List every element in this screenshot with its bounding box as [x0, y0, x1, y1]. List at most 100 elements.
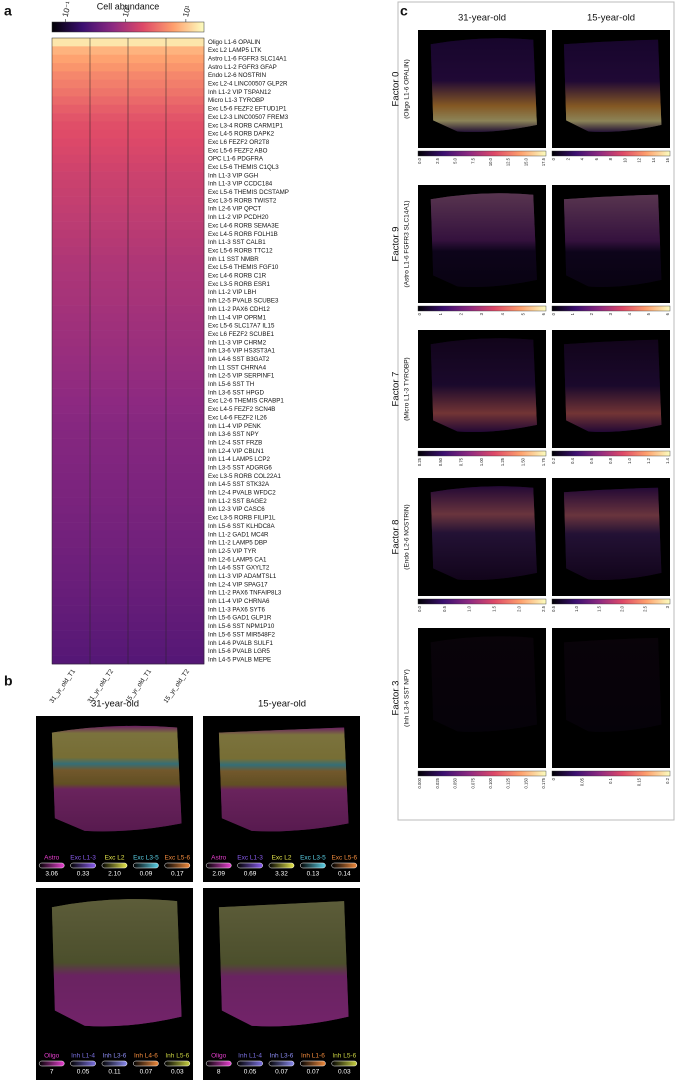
heatmap-cell — [90, 121, 129, 131]
row-label: Inh L2-4 VIP CBLN1 — [208, 448, 265, 455]
heatmap-cell — [90, 530, 129, 540]
heatmap-cell — [52, 280, 91, 289]
heatmap-cell — [166, 280, 205, 289]
heatmap-cell — [166, 488, 205, 498]
colorbar-tick-label: 1 — [438, 312, 443, 315]
colorbar-title: Cell abundance — [97, 1, 160, 11]
heatmap-cell — [166, 163, 205, 172]
row-label: Inh L5-6 GAD1 GLP1R — [208, 615, 272, 622]
heatmap-cell — [90, 563, 129, 573]
heatmap-cell — [52, 563, 91, 573]
heatmap-cell — [166, 446, 205, 456]
heatmap-cell — [166, 497, 205, 506]
heatmap-cell — [128, 380, 167, 389]
heatmap-cell — [166, 613, 205, 623]
legend-colorbar — [300, 862, 326, 869]
legend-label: Astro — [44, 855, 60, 862]
legend-value: 0.13 — [307, 871, 320, 878]
heatmap-cell — [90, 79, 129, 89]
heatmap-cell — [128, 321, 167, 331]
row-label: Inh L5-6 SST TH — [208, 381, 254, 388]
heatmap-cell — [166, 413, 205, 423]
colorbar-tick-label: 0.8 — [608, 457, 613, 463]
row-label: Exc L2 LAMP5 LTK — [208, 47, 262, 54]
heatmap-cell — [90, 129, 129, 139]
legend-colorbar — [38, 1060, 65, 1067]
colorbar-tick-label: 0 — [551, 157, 556, 160]
heatmap-cell — [128, 238, 167, 247]
heatmap-cell — [52, 588, 91, 598]
heatmap-cell — [128, 446, 167, 456]
row-label: Exc L3-5 RORB TWIST2 — [208, 197, 277, 204]
colorbar-tick-label: 2 — [589, 312, 594, 315]
heatmap-cell — [52, 288, 91, 298]
row-label: Inh L5-6 SST NPM1P10 — [208, 623, 275, 630]
heatmap-cell — [90, 513, 129, 523]
heatmap-cell — [166, 588, 205, 598]
heatmap-cell — [166, 597, 205, 606]
heatmap-cell — [166, 346, 205, 356]
heatmap-cell — [90, 480, 129, 490]
heatmap-cell — [90, 547, 129, 556]
legend-value: 0.03 — [338, 1069, 351, 1076]
heatmap-cell — [52, 463, 91, 473]
legend-label: Astro — [211, 855, 227, 862]
colorbar-tick-label: 14 — [651, 157, 656, 162]
row-label: Inh L1-2 VIP PCDH20 — [208, 214, 269, 221]
heatmap-cell — [128, 113, 167, 122]
heatmap-cell — [166, 321, 205, 331]
legend-colorbar — [237, 1060, 263, 1067]
legend-value: 0.07 — [140, 1069, 153, 1076]
heatmap-cell — [52, 363, 91, 373]
heatmap-cell — [128, 371, 167, 381]
heatmap-cell — [166, 229, 205, 239]
heatmap-cell — [52, 71, 91, 81]
heatmap-cell — [52, 296, 91, 306]
colorbar-tick-label: 1.75 — [541, 457, 546, 466]
heatmap-frame — [51, 37, 205, 665]
colorbar-tick-label: 10 — [622, 157, 627, 162]
heatmap-cell — [166, 371, 205, 381]
heatmap-cell — [90, 38, 129, 47]
heatmap-cell — [90, 638, 129, 648]
heatmap-cell — [90, 54, 129, 64]
colorbar-tick-label: 1.0 — [574, 605, 579, 611]
row-label: Inh L1-3 VIP GGH — [208, 172, 258, 179]
heatmap-cell — [128, 188, 167, 197]
row-label: Inh L5-6 PVALB LGR5 — [208, 648, 270, 655]
heatmap-cell — [52, 413, 91, 423]
legend-value: 0.14 — [338, 871, 351, 878]
heatmap-cell — [166, 38, 205, 47]
legend-value: 3.32 — [275, 871, 288, 878]
heatmap-cell — [52, 221, 91, 231]
legend-colorbar — [164, 862, 191, 869]
colorbar-tick-label: 10⁻¹ — [61, 0, 74, 18]
column-header: 31-year-old — [458, 13, 506, 24]
heatmap-cell — [128, 522, 167, 531]
heatmap-cell — [166, 430, 205, 439]
legend-value: 0.33 — [77, 871, 90, 878]
colorbar-tick-label: 0.15 — [637, 777, 642, 786]
legend-label: Inh L3-6 — [103, 1053, 127, 1060]
heatmap-cell — [128, 313, 167, 323]
heatmap-cell — [166, 313, 205, 323]
row-label: Inh L5-6 SST KLHDC8A — [208, 523, 275, 530]
heatmap-cell — [166, 296, 205, 306]
heatmap-cell — [52, 179, 91, 189]
row-label: Exc L5-6 THEMIS DCSTAMP — [208, 189, 289, 196]
legend-label: Inh L5-6 — [332, 1053, 356, 1060]
heatmap-cell — [52, 488, 91, 498]
colorbar-tick-label: 0.1 — [608, 777, 613, 783]
legend-label: Exc L2 — [105, 855, 125, 862]
row-label: Inh L1-4 VIP OPRM1 — [208, 314, 267, 321]
legend-label: Exc L5-6 — [331, 855, 357, 862]
column-label: 15_yr_old_T2 — [163, 668, 192, 705]
legend-colorbar — [70, 1060, 96, 1067]
legend-colorbar — [205, 1060, 232, 1067]
row-label: Inh L4-6 PVALB SULF1 — [208, 640, 273, 647]
heatmap-cell — [128, 171, 167, 181]
colorbar-tick-label: 2.0 — [620, 605, 625, 611]
heatmap-cell — [128, 363, 167, 373]
legend-value: 2.10 — [108, 871, 121, 878]
heatmap-cell — [166, 380, 205, 389]
